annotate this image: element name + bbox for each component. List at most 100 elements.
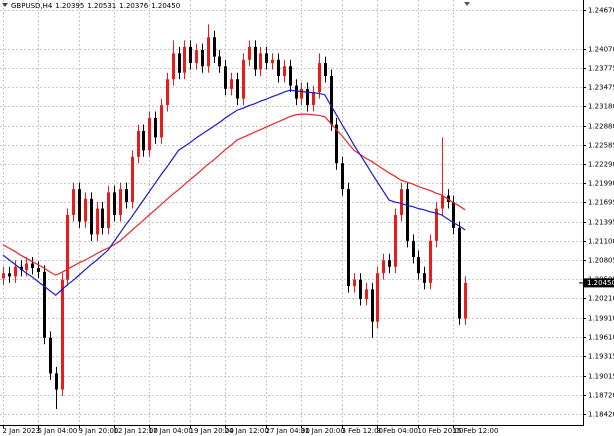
y-tick-label: 1.19015 (588, 373, 614, 381)
candle-body (452, 202, 455, 228)
candle-body (154, 118, 157, 138)
candle-body (142, 130, 145, 151)
candle-body (61, 279, 64, 390)
y-tick-label: 1.23180 (588, 103, 614, 111)
x-tick-label: 31 Jan 20:00 (301, 427, 345, 435)
candle-body (84, 198, 87, 222)
x-tick-label: 19 Jan 20:00 (190, 427, 234, 435)
y-tick-label: 1.20805 (588, 257, 614, 265)
candle-body (201, 50, 204, 67)
ohlc-high: 1.20531 (87, 2, 116, 10)
moving-average-line (2, 89, 466, 296)
corner-icon[interactable] (464, 2, 470, 6)
y-tick-label: 1.19610 (588, 334, 614, 342)
candle-body (72, 189, 75, 215)
x-tick-label: 9 Jan 20:00 (79, 427, 119, 435)
candle-body (183, 46, 186, 73)
candle-body (412, 240, 415, 258)
x-tick-label: 15 Feb 12:00 (453, 427, 499, 435)
candle-body (160, 105, 163, 138)
candle-body (376, 273, 379, 322)
candle-body (341, 163, 344, 190)
candle-body (394, 214, 397, 267)
plot (2, 24, 467, 409)
candle-body (14, 266, 17, 277)
candle-body (224, 66, 227, 89)
candle-body (371, 289, 374, 322)
ohlc-open: 1.20395 (55, 2, 84, 10)
candle-body (49, 337, 52, 374)
y-tick-label: 1.19315 (588, 353, 614, 361)
y-tick-label: 1.21100 (588, 238, 614, 246)
y-tick-label: 1.24670 (588, 7, 614, 15)
y-tick-label: 1.21990 (588, 180, 614, 188)
x-tick-label: 24 Jan 12:00 (225, 427, 269, 435)
x-tick-label: 8 Feb 04:00 (377, 427, 418, 435)
candle-body (90, 198, 93, 235)
y-tick-label: 1.21395 (588, 219, 614, 227)
candle-body (101, 208, 104, 228)
candle-body (406, 189, 409, 241)
candle-body (137, 130, 140, 157)
candle-body (25, 263, 28, 270)
candle-body (178, 53, 181, 73)
candle-body (429, 240, 432, 283)
candle-body (330, 75, 333, 125)
candle-body (31, 263, 34, 269)
y-tick-label: 1.18420 (588, 411, 614, 419)
candle-body (96, 208, 99, 235)
candle-body (347, 189, 350, 287)
candle-body (113, 192, 116, 215)
x-tick-label: 10 Feb 20:00 (418, 427, 464, 435)
candle-body (289, 66, 292, 86)
candle-body (172, 53, 175, 80)
moving-average-line (2, 113, 466, 276)
candle-body (300, 88, 303, 99)
candle-body (254, 46, 257, 70)
candle-body (365, 289, 368, 300)
ohlc-close: 1.20450 (151, 2, 180, 10)
candle-body (236, 79, 239, 99)
candle-body (359, 279, 362, 300)
candle-body (189, 46, 192, 64)
candle-body (458, 227, 461, 319)
candle-body (435, 208, 438, 241)
candle-body (259, 53, 262, 70)
y-tick-label: 1.21695 (588, 199, 614, 207)
candle-body (295, 85, 298, 99)
candle-body (283, 66, 286, 76)
candle-body (195, 50, 198, 64)
candle-body (8, 273, 11, 277)
candle-body (43, 271, 46, 338)
x-tick-label: 5 Jan 04:00 (38, 427, 78, 435)
menu-icon[interactable] (2, 3, 8, 7)
candle-body (119, 189, 122, 215)
candle-body (271, 59, 274, 64)
x-tick-label: 12 Jan 12:00 (114, 427, 158, 435)
candle-body (248, 46, 251, 60)
candle-body (78, 189, 81, 222)
candle-body (207, 37, 210, 67)
candle-body (125, 189, 128, 203)
candle-body (66, 214, 69, 280)
y-tick-label: 1.20210 (588, 295, 614, 303)
candle-body (400, 189, 403, 215)
candle-body (265, 53, 268, 64)
current-price-label: 1.20450 (587, 279, 614, 287)
ohlc-low: 1.20376 (119, 2, 148, 10)
x-tick-label: 17 Jan 04:00 (149, 427, 193, 435)
candle-body (55, 373, 58, 390)
x-tick-label: 27 Jan 04:00 (266, 427, 310, 435)
candle-body (218, 56, 221, 67)
y-tick-label: 1.22585 (588, 142, 614, 150)
candle-body (242, 59, 245, 99)
x-tick-label: 3 Feb 12:00 (342, 427, 383, 435)
candle-body (417, 257, 420, 274)
candle-body (213, 37, 216, 57)
candle-body (382, 260, 385, 274)
candle-body (2, 273, 5, 279)
candle-body (20, 266, 23, 270)
x-tick-label: 2 Jan 2023 (3, 427, 41, 435)
current-price-box (584, 278, 614, 288)
